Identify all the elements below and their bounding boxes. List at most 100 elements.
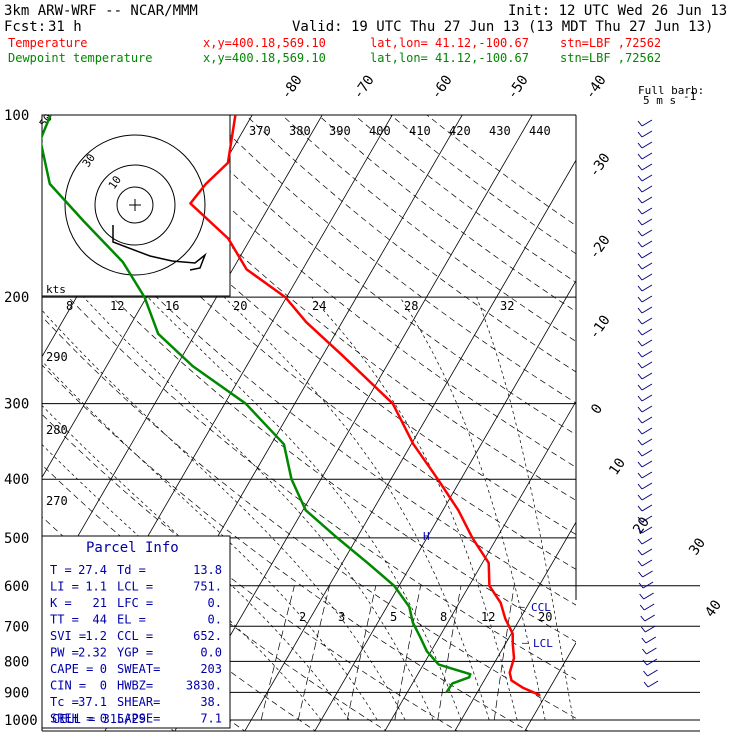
isotherm-label: 20	[630, 514, 653, 537]
wind-barb-flag	[637, 230, 643, 237]
model-title: 3km ARW-WRF -- NCAR/MMM	[4, 3, 198, 19]
parcel-cell: 13.8	[193, 563, 222, 577]
parcel-cell: 2.32	[78, 646, 107, 660]
parcel-cell: HWBZ=	[117, 679, 153, 693]
hodograph-speed-tick: 20	[233, 299, 247, 313]
parcel-cell: LCL =	[117, 580, 153, 594]
theta-side-label: 280	[46, 423, 68, 437]
dry-adiabat	[42, 316, 576, 719]
wind-barb	[641, 295, 653, 303]
lcl-marker: —	[522, 636, 529, 649]
wind-barb-flag	[637, 439, 643, 446]
pressure-label-500: 500	[4, 531, 29, 547]
parcel-cell: 0	[100, 679, 107, 693]
isotherm-label: -30	[586, 150, 614, 180]
mixing-ratio-line	[437, 585, 462, 721]
parcel-cell: EL =	[117, 613, 146, 627]
legend-temperature-latlon: lat,lon= 41.12,-100.67	[370, 36, 529, 50]
hodograph-speed-tick: 16	[165, 299, 179, 313]
pressure-tick-labels: 100 200 300 400 500 600 700 800 900 1000	[4, 108, 38, 729]
wind-barb	[641, 372, 653, 380]
wind-barb	[641, 251, 653, 259]
theta-top-label: 430	[489, 124, 511, 138]
parcel-cell: YGP =	[117, 646, 153, 660]
parcel-cell: CCL =	[117, 629, 153, 643]
wind-barb-flag	[637, 274, 643, 281]
legend-temperature: Temperature	[8, 36, 87, 50]
parcel-cell: 0.	[208, 596, 222, 610]
parcel-cell: 0.0	[200, 646, 222, 660]
wind-barb-flag	[642, 659, 648, 666]
wind-barb	[647, 669, 658, 677]
moist-adiabat	[42, 404, 350, 721]
wind-barb	[641, 515, 653, 523]
wind-barb	[645, 636, 657, 644]
theta-top-label: 440	[529, 124, 551, 138]
wind-barb	[641, 471, 653, 479]
wind-barb-flag	[637, 197, 643, 204]
ccl-marker: —	[518, 600, 525, 613]
parcel-cell: CIN =	[50, 679, 86, 693]
wind-barb	[642, 581, 654, 589]
profile-series	[42, 115, 541, 697]
isotherm-line	[42, 115, 323, 599]
wind-barb-flag	[637, 318, 643, 325]
wind-barb-flag	[637, 494, 643, 501]
hodograph-speed-tick: 28	[404, 299, 418, 313]
parcel-cell: 0	[100, 712, 107, 726]
hodograph-ring	[64, 134, 206, 276]
wind-barb	[641, 207, 653, 215]
parcel-cell: CAPE =	[50, 662, 93, 676]
wind-barb-flag	[637, 186, 643, 193]
wind-barb-flag	[637, 428, 643, 435]
wind-barb	[641, 130, 653, 138]
wind-barb-flag	[637, 527, 643, 534]
mixing-ratio-line	[297, 585, 330, 721]
legend-dewpoint-latlon: lat,lon= 41.12,-100.67	[370, 51, 529, 65]
parcel-cell: 21	[93, 596, 107, 610]
wind-barb	[641, 328, 653, 336]
isotherm-line	[524, 642, 576, 731]
wind-barb-flag	[637, 175, 643, 182]
wind-barb	[641, 163, 653, 171]
moist-adiabat	[42, 444, 322, 721]
parcel-cell: CELL = 315/29	[52, 712, 146, 726]
wind-barb-flag	[637, 296, 643, 303]
dry-adiabat	[209, 115, 576, 404]
wind-barb-flag	[637, 450, 643, 457]
wind-barb	[641, 262, 653, 270]
fcst-value: 31 h	[48, 19, 82, 35]
moist-adiabat	[83, 296, 434, 721]
isotherm-line	[594, 102, 740, 733]
wind-barb	[644, 614, 656, 622]
dry-adiabat	[317, 115, 576, 313]
wind-barb-flag	[637, 285, 643, 292]
wind-barb-flag	[637, 241, 643, 248]
isotherm-label: -10	[586, 312, 614, 342]
parcel-cell: TT =	[50, 613, 79, 627]
wind-barb	[647, 680, 659, 688]
parcel-cell: SREH =	[50, 712, 93, 726]
theta-top-label: 410	[409, 124, 431, 138]
wind-barb-flag	[637, 417, 643, 424]
dry-adiabat	[136, 115, 576, 468]
mixing-ratio-line	[346, 585, 377, 721]
wind-barb	[641, 438, 653, 446]
wind-barb	[641, 427, 653, 435]
wind-barb	[641, 383, 653, 391]
wind-barb	[641, 526, 653, 534]
wind-barb-flag	[637, 472, 643, 479]
valid-time: Valid: 19 UTC Thu 27 Jun 13 (13 MDT Thu …	[292, 19, 713, 35]
wind-barb-flag	[637, 351, 643, 358]
mixing-ratio-label: 12	[481, 610, 495, 624]
legend-dewpoint-xy: x,y=400.18,569.10	[203, 51, 326, 65]
init-time: Init: 12 UTC Wed 26 Jun 13	[508, 3, 727, 19]
wind-barb-flag	[639, 593, 645, 600]
isotherm-label: -70	[350, 72, 378, 102]
wind-barb-flag	[637, 373, 643, 380]
moist-adiabat	[476, 296, 574, 721]
mixing-ratio-line	[260, 585, 295, 721]
